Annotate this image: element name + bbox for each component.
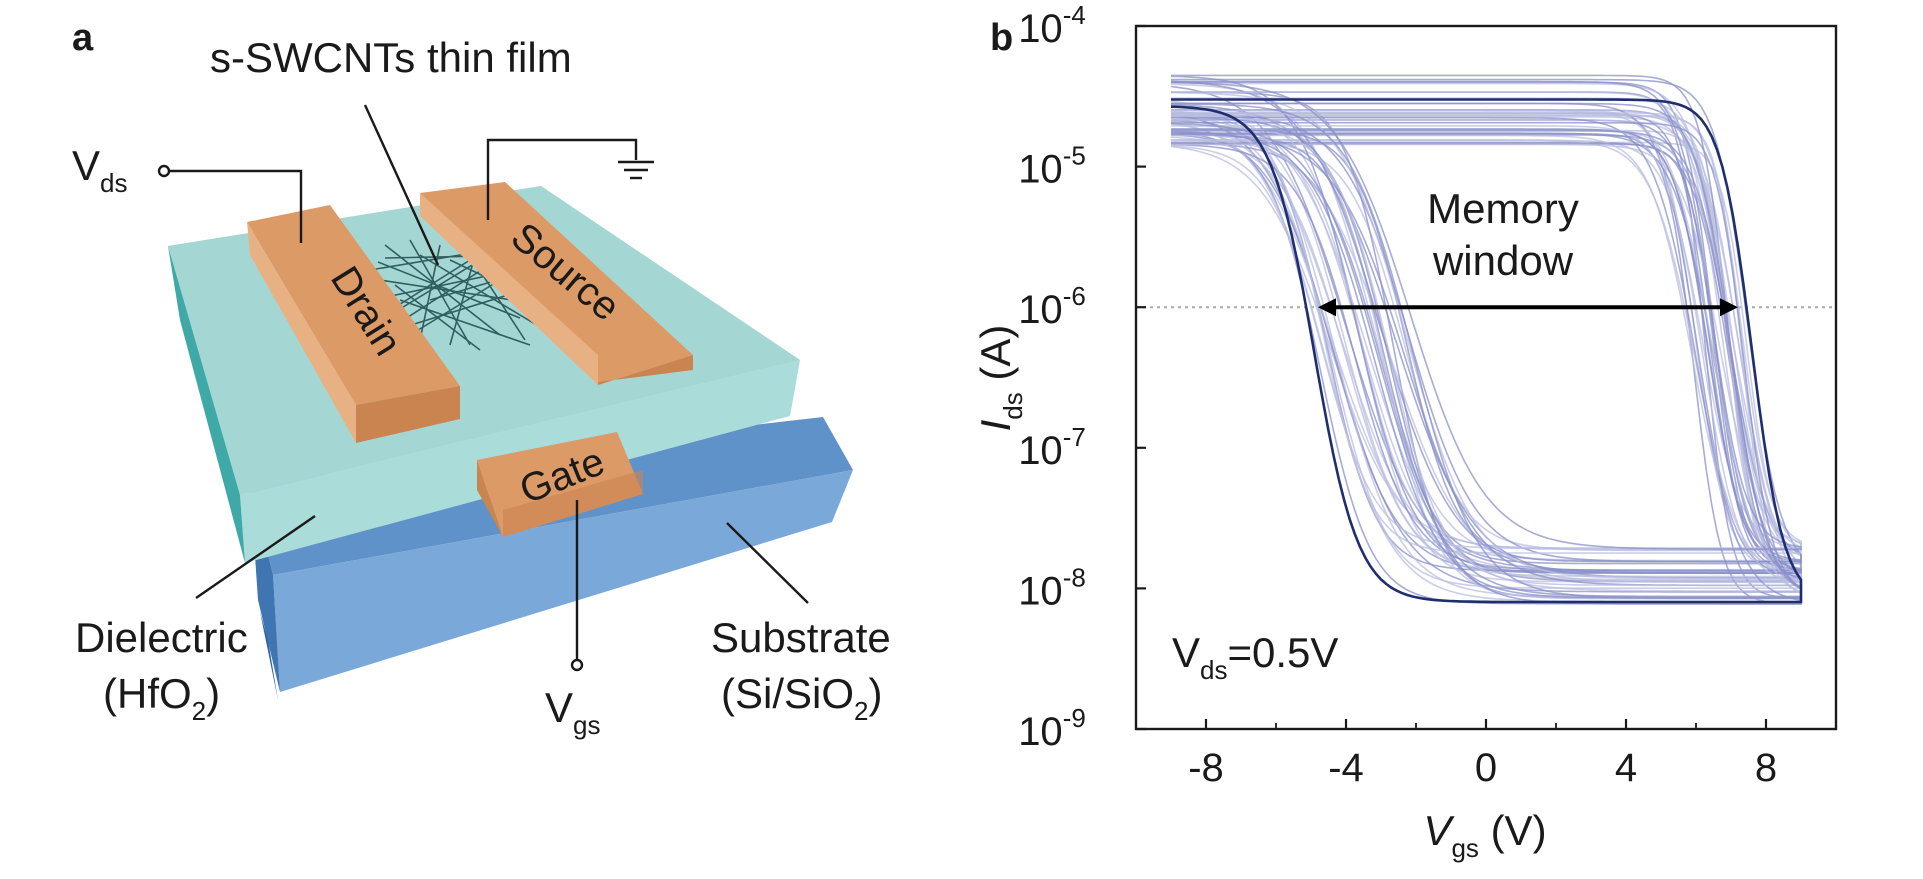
dielectric-label-line1: Dielectric [75,614,248,661]
sweep-curve [1171,91,1802,580]
ground-wire [486,138,638,220]
sweep-curve [1171,128,1802,563]
sweep-curve [1170,74,1802,574]
dielectric-side-face [168,246,245,563]
x-tick-label: -4 [1328,746,1364,790]
dielectric-leader-line [195,515,316,599]
sweep-curve [1170,80,1802,550]
sweep-curves [1170,74,1803,605]
film-label: s-SWCNTs thin film [210,34,572,81]
memory-window-label-line2: window [1432,237,1574,284]
drain-electrode: Drain [247,205,460,443]
highlighted-sweep-curve [1170,98,1803,604]
axis-ticks: -8 -4 0 4 8 10-4 10-5 10-6 10-7 10-8 10-9 [1018,0,1837,790]
arrow-head-left [1318,298,1336,317]
vgs-terminal [570,658,584,672]
y-tick-label: 10-9 [1018,703,1086,754]
vds-terminal [157,164,171,178]
y-tick-label: 10-5 [1018,141,1086,192]
vgs-label: Vgs [545,684,600,740]
memory-window-arrow [1318,298,1738,317]
x-axis-label: Vgs (V) [1423,807,1546,863]
panel-a-device-schematic: a [72,17,891,740]
sweep-curve [1170,143,1802,550]
arrow-head-right [1720,298,1738,317]
y-tick-label: 10-6 [1018,281,1086,332]
panel-a-label: a [72,17,94,59]
x-tick-label: 8 [1755,746,1777,790]
sweep-curve [1170,113,1802,554]
vds-label: Vds [72,142,127,198]
y-axis-label: Ids (A) [972,325,1028,432]
panel-b-transfer-curve: b -8 -4 0 4 8 10-4 10-5 10-6 10-7 10-8 10-9 Memory… [972,0,1838,863]
substrate-front-face [273,470,853,692]
y-tick-label: 10-4 [1018,0,1086,51]
y-tick-label: 10-7 [1018,422,1086,473]
film-leader-line [363,104,440,266]
x-tick-label: 4 [1615,746,1637,790]
memory-window-label-line1: Memory [1427,185,1579,232]
vds-wire [168,169,303,243]
dielectric-label-line2: (HfO2) [103,670,220,726]
wiring [168,104,809,660]
y-tick-label: 10-8 [1018,562,1086,613]
substrate-label-line2: (Si/SiO2) [721,670,882,726]
x-tick-label: -8 [1188,746,1224,790]
substrate-leader-line [726,522,809,604]
x-tick-label: 0 [1475,746,1497,790]
substrate-label-line1: Substrate [711,614,891,661]
vds-condition-label: Vds=0.5V [1172,629,1338,685]
panel-b-label: b [990,17,1013,59]
gate-electrode: Gate [477,432,643,537]
